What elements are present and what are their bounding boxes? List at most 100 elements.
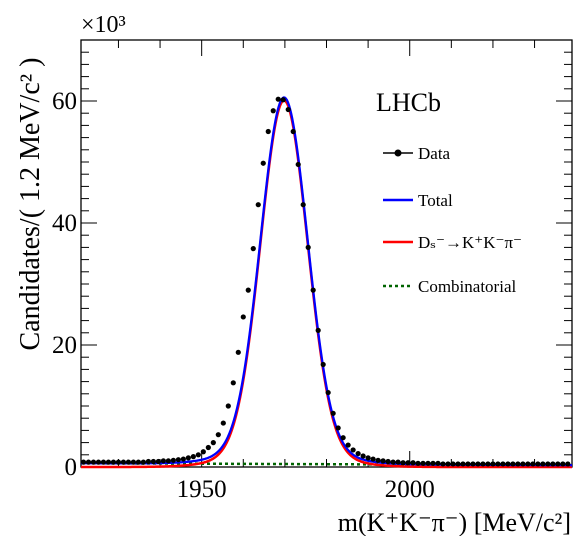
data-point bbox=[125, 459, 132, 465]
data-point bbox=[545, 461, 551, 467]
data-point bbox=[215, 432, 221, 438]
data-point bbox=[315, 327, 321, 333]
data-point bbox=[325, 389, 331, 396]
data-point bbox=[185, 455, 191, 461]
y-tick-label: 20 bbox=[52, 332, 77, 359]
data-point bbox=[435, 460, 441, 466]
data-point bbox=[370, 456, 376, 462]
data-point bbox=[385, 458, 391, 465]
y-tick-label: 60 bbox=[52, 88, 77, 115]
data-point bbox=[440, 461, 446, 467]
data-point bbox=[510, 461, 516, 467]
data-point bbox=[425, 460, 431, 466]
data-point bbox=[355, 450, 361, 457]
data-point bbox=[225, 403, 231, 409]
data-point bbox=[330, 410, 336, 416]
data-point bbox=[400, 460, 406, 466]
data-point bbox=[250, 246, 256, 252]
y-axis-label: Candidates/( 1.2 MeV/c² ) bbox=[15, 58, 46, 351]
data-point bbox=[495, 461, 501, 467]
data-point bbox=[415, 460, 421, 466]
data-point bbox=[470, 461, 476, 467]
data-point bbox=[345, 442, 351, 448]
data-point bbox=[205, 444, 211, 451]
experiment-label: LHCb bbox=[376, 88, 441, 117]
y-tick-label: 40 bbox=[52, 210, 77, 237]
data-point bbox=[455, 461, 461, 467]
data-point bbox=[285, 106, 291, 113]
data-point bbox=[360, 453, 366, 459]
data-point bbox=[230, 380, 236, 386]
data-point bbox=[210, 440, 216, 446]
data-point bbox=[375, 457, 381, 463]
x-axis-label: m(K⁺K⁻π⁻) [MeV/c²] bbox=[338, 508, 571, 536]
data-point bbox=[365, 455, 371, 461]
data-point bbox=[410, 460, 416, 466]
data-point bbox=[350, 447, 356, 453]
data-point bbox=[80, 459, 87, 465]
data-point bbox=[480, 461, 486, 467]
data-point bbox=[335, 425, 341, 431]
data-point bbox=[540, 461, 546, 467]
y-scale-label: ×10³ bbox=[81, 12, 126, 38]
plot-frame bbox=[80, 39, 573, 468]
data-point bbox=[310, 287, 316, 293]
data-point bbox=[305, 244, 311, 250]
legend-total-label: Total bbox=[418, 191, 453, 210]
data-point bbox=[485, 461, 491, 467]
data-point bbox=[450, 461, 456, 467]
data-point bbox=[180, 456, 186, 462]
data-point bbox=[195, 452, 201, 458]
data-point bbox=[565, 461, 571, 467]
axis-ticks bbox=[81, 39, 572, 468]
data-point bbox=[105, 459, 112, 465]
data-point bbox=[490, 461, 496, 467]
data-point bbox=[500, 461, 506, 467]
data-point bbox=[260, 160, 266, 166]
data-point bbox=[245, 287, 251, 293]
data-point bbox=[265, 128, 271, 135]
data-point bbox=[95, 459, 102, 465]
data-point bbox=[300, 202, 306, 208]
data-point bbox=[190, 454, 196, 460]
data-point bbox=[320, 361, 326, 368]
y-tick-label: 0 bbox=[65, 454, 78, 481]
legend-combinatorial-label: Combinatorial bbox=[418, 277, 516, 296]
data-point bbox=[160, 458, 166, 464]
data-point bbox=[165, 458, 171, 464]
x-tick-label: 2000 bbox=[385, 476, 435, 503]
data-point bbox=[280, 97, 286, 103]
y-tick-labels: 0 20 40 60 bbox=[52, 88, 77, 481]
x-tick-labels: 1950 2000 bbox=[177, 476, 435, 503]
x-tick-label: 1950 bbox=[177, 476, 227, 503]
data-point bbox=[530, 461, 536, 467]
data-point bbox=[155, 458, 161, 465]
data-point bbox=[295, 161, 301, 168]
data-point bbox=[390, 459, 396, 465]
legend-data-label: Data bbox=[418, 144, 451, 163]
data-point bbox=[140, 459, 147, 465]
legend: Data Total Dₛ⁻→K⁺K⁻π⁻ Combinatorial bbox=[383, 144, 522, 296]
data-point bbox=[290, 128, 296, 135]
data-point bbox=[115, 459, 122, 465]
data-point bbox=[380, 458, 386, 464]
data-point bbox=[340, 435, 346, 441]
data-point bbox=[525, 461, 531, 467]
data-point bbox=[255, 202, 261, 208]
data-point bbox=[460, 461, 466, 467]
data-point bbox=[175, 457, 181, 463]
legend-signal-label: Dₛ⁻→K⁺K⁻π⁻ bbox=[418, 233, 522, 252]
data-point bbox=[430, 460, 436, 466]
data-point bbox=[515, 461, 521, 467]
data-point bbox=[475, 461, 481, 467]
data-point bbox=[135, 459, 142, 465]
data-points bbox=[80, 96, 571, 467]
data-point bbox=[270, 108, 276, 114]
data-point bbox=[395, 459, 401, 465]
data-point bbox=[555, 461, 561, 467]
data-point bbox=[275, 96, 281, 102]
data-point bbox=[150, 458, 156, 465]
data-point bbox=[520, 461, 526, 467]
